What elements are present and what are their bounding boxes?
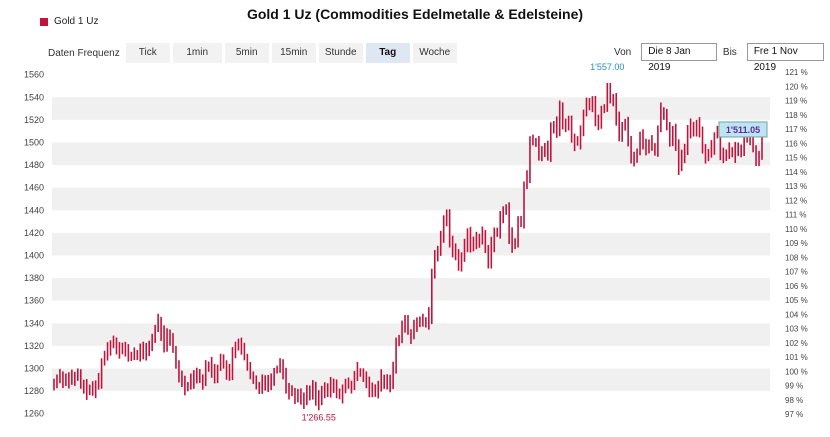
freq-5min-button[interactable]: 5min — [224, 43, 269, 63]
grid-band — [52, 97, 770, 120]
legend-swatch — [40, 17, 48, 26]
y-tick-label: 1380 — [24, 273, 44, 283]
y-tick-label: 1440 — [24, 205, 44, 215]
y-tick-label: 1260 — [24, 409, 44, 419]
grid-band — [52, 368, 770, 392]
max-label: 1'557.00 — [590, 62, 624, 72]
y-tick-label: 1300 — [24, 363, 44, 373]
y2-tick-label: 115 % — [785, 154, 807, 163]
y2-tick-label: 98 % — [785, 396, 803, 405]
y2-tick-label: 97 % — [785, 410, 803, 419]
y2-tick-label: 113 % — [785, 182, 807, 191]
grid-band — [52, 278, 770, 301]
y-tick-label: 1420 — [24, 228, 44, 238]
y2-tick-label: 114 % — [785, 168, 807, 177]
y2-tick-label: 104 % — [785, 310, 808, 319]
y2-tick-label: 121 % — [785, 68, 808, 77]
y-tick-label: 1500 — [24, 137, 44, 147]
date-range: Von Die 8 Jan 2019 Bis Fre 1 Nov 2019 — [614, 43, 830, 73]
y2-tick-label: 112 % — [785, 196, 807, 205]
y-tick-label: 1540 — [24, 92, 44, 102]
y2-tick-label: 99 % — [785, 382, 803, 391]
y2-tick-label: 110 % — [785, 225, 807, 234]
frequency-toolbar: Daten Frequenz Tick 1min 5min 15min Stun… — [48, 43, 457, 63]
y2-tick-label: 107 % — [785, 268, 808, 277]
to-label: Bis — [722, 46, 737, 58]
to-date-input[interactable]: Fre 1 Nov 2019 — [746, 43, 824, 73]
freq-1min-button[interactable]: 1min — [172, 43, 222, 63]
legend-label: Gold 1 Uz — [54, 16, 99, 27]
from-date-input[interactable]: Die 8 Jan 2019 — [641, 43, 717, 73]
freq-15min-button[interactable]: 15min — [271, 43, 316, 63]
y2-tick-label: 103 % — [785, 325, 808, 334]
freq-stunde-button[interactable]: Stunde — [318, 43, 363, 63]
y2-tick-label: 117 % — [785, 125, 807, 134]
y-tick-label: 1340 — [24, 318, 44, 328]
y-tick-label: 1460 — [24, 183, 44, 193]
freq-woche-button[interactable]: Woche — [412, 43, 457, 63]
y2-tick-label: 119 % — [785, 97, 807, 106]
grid-band — [52, 232, 770, 256]
y2-tick-label: 111 % — [785, 211, 807, 220]
min-label: 1'266.55 — [302, 412, 336, 422]
y2-tick-label: 118 % — [785, 111, 807, 120]
freq-tick-button[interactable]: Tick — [125, 43, 170, 63]
y2-tick-label: 105 % — [785, 296, 808, 305]
y2-tick-label: 108 % — [785, 253, 808, 262]
freq-tag-button[interactable]: Tag — [365, 43, 410, 63]
frequency-label: Daten Frequenz — [48, 47, 120, 59]
grid-band — [52, 187, 770, 211]
y2-tick-label: 101 % — [785, 353, 808, 362]
y-tick-label: 1480 — [24, 160, 44, 170]
from-label: Von — [614, 46, 632, 58]
y2-tick-label: 106 % — [785, 282, 808, 291]
y-tick-label: 1560 — [24, 70, 44, 80]
y-tick-label: 1360 — [24, 296, 44, 306]
y2-tick-label: 100 % — [785, 367, 808, 376]
last-price-box — [718, 121, 768, 138]
legend: Gold 1 Uz — [40, 16, 98, 27]
y-tick-label: 1320 — [24, 341, 44, 351]
grid-band — [52, 142, 770, 166]
chart-title: Gold 1 Uz (Commodities Edelmetalle & Ede… — [246, 6, 584, 22]
y2-tick-label: 120 % — [785, 82, 808, 91]
y-tick-label: 1520 — [24, 115, 44, 125]
y2-tick-label: 102 % — [785, 339, 808, 348]
y2-tick-label: 116 % — [785, 139, 807, 148]
y-tick-label: 1400 — [24, 250, 44, 260]
y-tick-label: 1280 — [24, 386, 44, 396]
last-price-label: 1'511.05 — [726, 125, 760, 135]
y2-tick-label: 109 % — [785, 239, 808, 248]
